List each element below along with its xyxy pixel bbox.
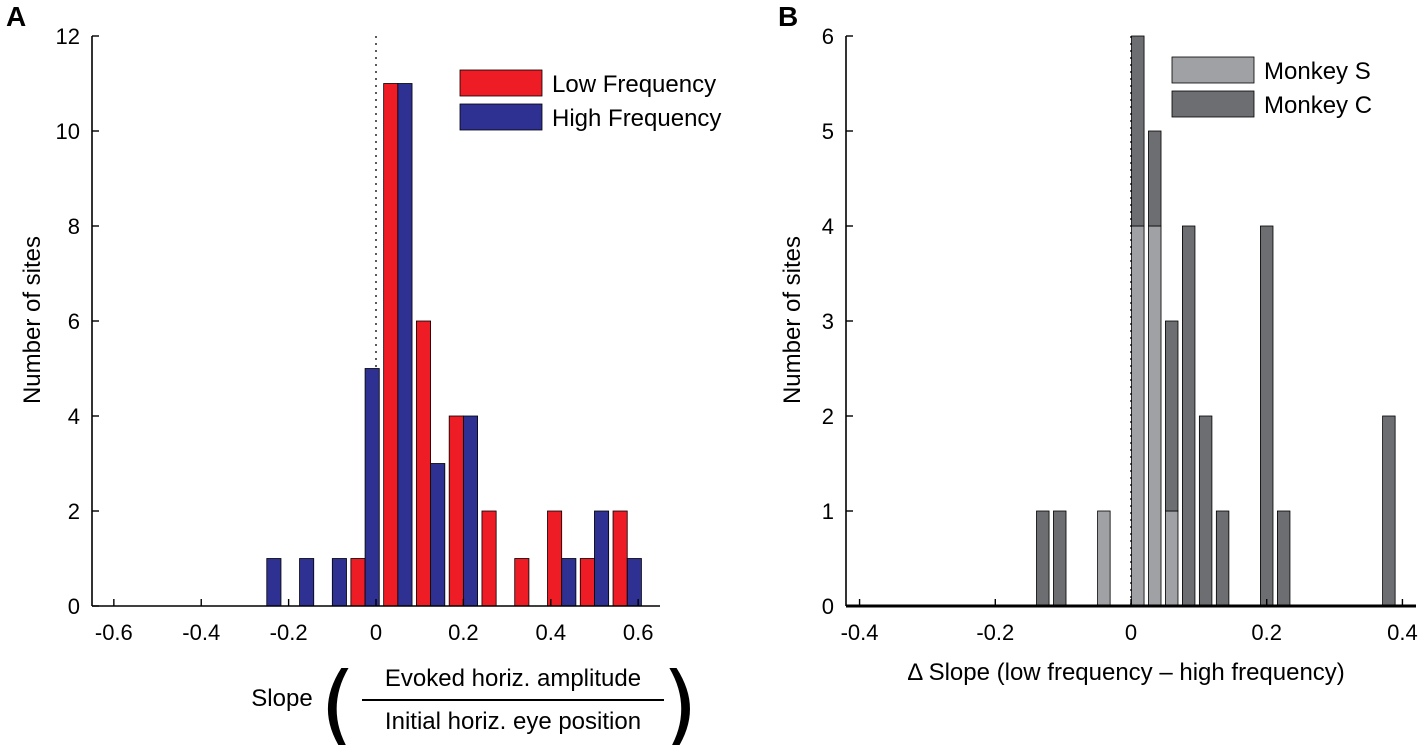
panel-a-y-tick-label-5: 10 bbox=[56, 119, 80, 144]
panel-a-bar-low-frequency-4 bbox=[384, 84, 398, 607]
panel-b-y-axis-label: Number of sites bbox=[779, 236, 806, 404]
panel-a-y-tick-label-2: 4 bbox=[68, 404, 80, 429]
panel-a-x-tick-label-5: 0.4 bbox=[535, 620, 566, 645]
panel-a-bar-high-frequency-3 bbox=[365, 369, 379, 607]
panel-b-bar-monkey-c-5 bbox=[1165, 321, 1178, 511]
panel-a-plot-area: 0 2 4 6 8 10 12 -0.6 -0.4 -0.2 0 0.2 0.4 0.6 Low Frequ… bbox=[56, 24, 722, 645]
panel-a-legend-swatch-high-frequency bbox=[460, 104, 542, 130]
panel-a-bar-low-frequency-11 bbox=[613, 511, 627, 606]
panel-b-legend-label-monkey-c: Monkey C bbox=[1264, 92, 1372, 119]
panel-b-bar-monkey-s-2 bbox=[1098, 511, 1111, 606]
panel-b-y-tick-label-5: 5 bbox=[822, 119, 834, 144]
panel-b-bar-monkey-c-4 bbox=[1148, 131, 1161, 226]
panel-b-y-tick-label-0: 0 bbox=[822, 594, 834, 619]
panel-b-y-tick-label-2: 2 bbox=[822, 404, 834, 429]
panel-a-letter: A bbox=[6, 1, 26, 32]
panel-a-y-tick-label-3: 6 bbox=[68, 309, 80, 334]
panel-b-bar-monkey-c-11 bbox=[1383, 416, 1396, 606]
panel-b-x-tick-label-4: 0.4 bbox=[1387, 620, 1418, 645]
panel-b-y-tick-label-3: 3 bbox=[822, 309, 834, 334]
panel-a-x-tick-label-6: 0.6 bbox=[623, 620, 654, 645]
panel-b-y-tick-label-1: 1 bbox=[822, 499, 834, 524]
panel-a-x-axis-label-denominator: Initial horiz. eye position bbox=[385, 708, 641, 735]
panel-a-y-axis-label: Number of sites bbox=[19, 236, 46, 404]
panel-b-bar-monkey-c-7 bbox=[1199, 416, 1212, 606]
panel-b: B Number of sites 0 1 2 3 4 5 6 -0.4 -0.2 0 0.2 0.4… bbox=[778, 1, 1418, 686]
panel-b-bar-monkey-s-4 bbox=[1148, 226, 1161, 606]
panel-a-y-tick-label-1: 2 bbox=[68, 499, 80, 524]
panel-a-right-parenthesis: ) bbox=[662, 653, 698, 745]
panel-a-legend-label-low-frequency: Low Frequency bbox=[552, 71, 716, 98]
panel-a-left-parenthesis: ( bbox=[320, 653, 356, 745]
panel-b-x-tick-label-1: -0.2 bbox=[976, 620, 1014, 645]
panel-a-bar-low-frequency-9 bbox=[547, 511, 561, 606]
panel-a-bar-low-frequency-10 bbox=[580, 559, 594, 607]
panel-b-bar-monkey-c-6 bbox=[1182, 226, 1195, 606]
panel-b-x-tick-label-0: -0.4 bbox=[841, 620, 879, 645]
panel-a-bar-high-frequency-11 bbox=[627, 559, 641, 607]
panel-a-bar-low-frequency-8 bbox=[515, 559, 529, 607]
panel-a-x-tick-label-0: -0.6 bbox=[95, 620, 133, 645]
panel-b-letter: B bbox=[778, 1, 798, 32]
panel-a-x-tick-label-3: 0 bbox=[370, 620, 382, 645]
panel-b-legend-swatch-monkey-c bbox=[1172, 91, 1254, 117]
panel-a-bar-high-frequency-1 bbox=[300, 559, 314, 607]
panel-a-x-axis-label-prefix: Slope bbox=[251, 685, 312, 712]
panel-b-y-tick-label-6: 6 bbox=[822, 24, 834, 49]
panel-b-x-axis-label: Δ Slope (low frequency – high frequency) bbox=[907, 659, 1345, 686]
panel-b-bar-monkey-c-9 bbox=[1260, 226, 1273, 606]
panel-b-bar-monkey-s-5 bbox=[1165, 511, 1178, 606]
panel-b-bar-monkey-c-10 bbox=[1277, 511, 1290, 606]
panel-b-bar-monkey-c-3 bbox=[1132, 36, 1145, 226]
panel-a-bar-high-frequency-5 bbox=[431, 464, 445, 607]
panel-a-bar-low-frequency-3 bbox=[351, 559, 365, 607]
figure: A Number of sites 024681012-0.6 -0.4 -0.2 0… bbox=[0, 0, 1418, 745]
panel-a-x-tick-label-4: 0.2 bbox=[448, 620, 479, 645]
panel-a-bar-low-frequency-7 bbox=[482, 511, 496, 606]
panel-b-y-tick-label-4: 4 bbox=[822, 214, 834, 239]
panel-a-bar-high-frequency-10 bbox=[594, 511, 608, 606]
panel-a-bar-high-frequency-0 bbox=[267, 559, 281, 607]
panel-a-bar-high-frequency-2 bbox=[332, 559, 346, 607]
panel-a-y-tick-label-6: 12 bbox=[56, 24, 80, 49]
panel-b-bar-monkey-c-8 bbox=[1216, 511, 1229, 606]
panel-a-y-tick-label-4: 8 bbox=[68, 214, 80, 239]
panel-a-legend-swatch-low-frequency bbox=[460, 70, 542, 96]
panel-a-bar-low-frequency-5 bbox=[416, 321, 430, 606]
panel-a-y-tick-label-0: 0 bbox=[68, 594, 80, 619]
panel-b-bar-monkey-s-3 bbox=[1132, 226, 1145, 606]
panel-b-x-tick-label-3: 0.2 bbox=[1251, 620, 1282, 645]
panel-a-bar-high-frequency-4 bbox=[398, 84, 412, 607]
panel-a-x-tick-label-1: -0.4 bbox=[182, 620, 220, 645]
panel-b-legend-swatch-monkey-s bbox=[1172, 57, 1254, 83]
panel-a-bar-low-frequency-6 bbox=[449, 416, 463, 606]
panel-b-legend-label-monkey-s: Monkey S bbox=[1264, 58, 1371, 85]
panel-a-legend-label-high-frequency: High Frequency bbox=[552, 105, 721, 132]
panel-b-plot-area: 0 1 2 3 4 5 6 -0.4 -0.2 0 0.2 0.4 Monkey S Monkey C bbox=[822, 24, 1418, 645]
panel-b-bar-monkey-c-1 bbox=[1053, 511, 1066, 606]
panel-a-x-tick-label-2: -0.2 bbox=[270, 620, 308, 645]
panel-a-bar-high-frequency-9 bbox=[562, 559, 576, 607]
panel-b-bar-monkey-c-0 bbox=[1037, 511, 1050, 606]
panel-b-x-tick-label-2: 0 bbox=[1125, 620, 1137, 645]
panel-a-bar-high-frequency-6 bbox=[463, 416, 477, 606]
panel-a-x-axis-label-numerator: Evoked horiz. amplitude bbox=[385, 665, 641, 692]
